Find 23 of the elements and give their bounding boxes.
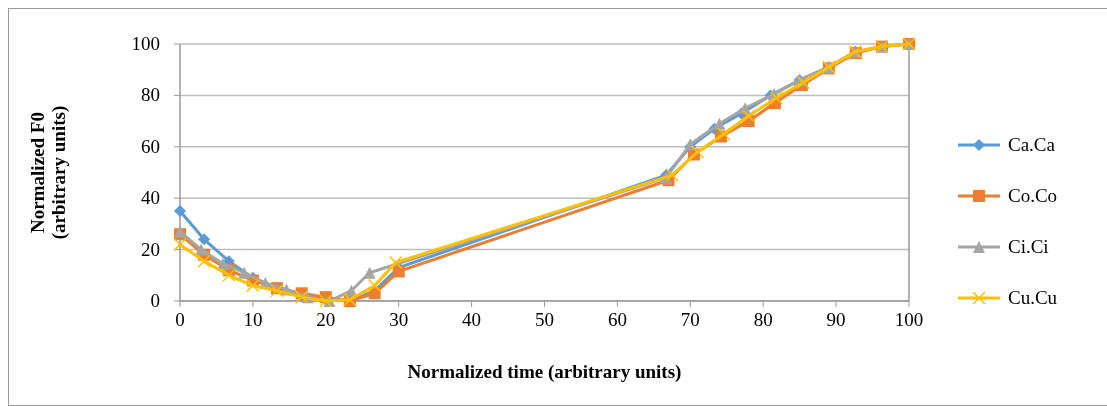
x-tick-label: 80 [753, 309, 773, 330]
legend-label: Ca.Ca [1008, 134, 1056, 155]
x-tick-label: 70 [680, 309, 700, 330]
legend-label: Ci.Ci [1008, 236, 1049, 257]
y-tick-label: 60 [141, 135, 160, 157]
x-tick-label: 40 [462, 309, 482, 330]
y-tick-label: 40 [141, 187, 160, 209]
y-tick-label: 100 [131, 33, 160, 54]
legend-label: Cu.Cu [1008, 287, 1058, 308]
y-tick-label: 80 [141, 84, 160, 106]
x-tick-label: 100 [894, 309, 924, 330]
x-tick-label: 10 [243, 309, 263, 330]
x-tick-label: 50 [535, 309, 554, 330]
y-axis-title: Normalized F0 (arbitrary units) [27, 105, 70, 240]
y-tick-label: 20 [141, 238, 160, 260]
x-tick-label: 20 [316, 309, 336, 330]
x-tick-label: 90 [826, 309, 846, 330]
legend-label: Co.Co [1008, 185, 1058, 206]
x-axis-title: Normalized time (arbitrary units) [407, 361, 682, 383]
x-tick-label: 0 [175, 309, 185, 330]
x-tick-label: 60 [607, 309, 627, 330]
x-tick-label: 30 [389, 309, 409, 330]
y-tick-label: 0 [150, 290, 160, 311]
